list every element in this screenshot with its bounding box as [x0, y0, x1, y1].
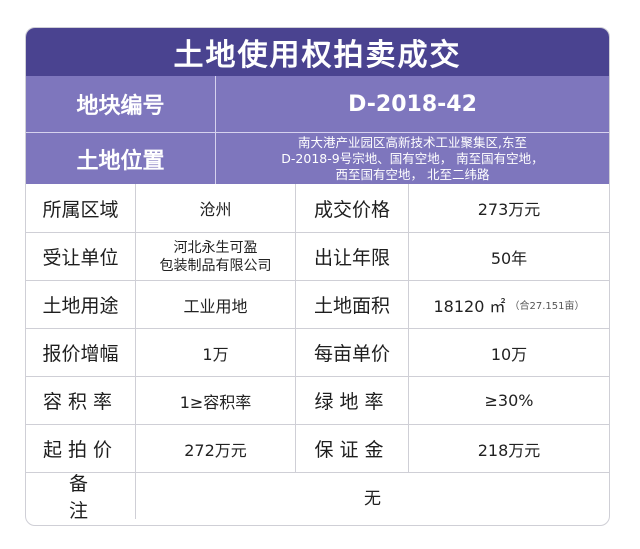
term-label: 出让年限 — [296, 233, 409, 280]
price-per-mu-label: 每亩单价 — [296, 329, 409, 376]
region-value: 沧州 — [136, 184, 296, 232]
table-row: 起拍价 272万元 保证金 218万元 — [26, 424, 609, 472]
plot-number-row: 地块编号 D-2018-42 — [26, 76, 609, 133]
price-per-mu-value: 10万 — [490, 344, 528, 364]
deal-price-label: 成交价格 — [296, 184, 409, 232]
location-line: D-2018-9号宗地、国有空地， 南至国有空地， — [281, 150, 544, 166]
table-row: 报价增幅 1万 每亩单价 10万 — [26, 328, 609, 376]
transferee-line: 包装制品有限公司 — [159, 257, 272, 274]
bid-increment-value: 1万 — [136, 329, 296, 376]
location-line: 西至国有空地， 北至二纬路 — [335, 166, 490, 182]
land-use-label: 土地用途 — [26, 281, 136, 328]
region-label: 所属区域 — [26, 184, 136, 232]
location-line: 南大港产业园区高新技术工业聚集区,东至 — [298, 134, 527, 150]
transferee-label: 受让单位 — [26, 233, 136, 280]
table-row: 受让单位 河北永生可盈 包装制品有限公司 出让年限 50年 — [26, 232, 609, 280]
land-location-value: 南大港产业园区高新技术工业聚集区,东至 D-2018-9号宗地、国有空地， 南至… — [216, 133, 609, 184]
plot-ratio-label: 容积率 — [26, 377, 136, 424]
remark-value: 无 — [364, 488, 381, 509]
table-row: 容积率 1≥容积率 绿地率 ≥30% — [26, 376, 609, 424]
starting-price-value: 272万元 — [136, 425, 296, 472]
plot-number-value: D-2018-42 — [216, 76, 609, 132]
bid-increment-label: 报价增幅 — [26, 329, 136, 376]
table-row: 所属区域 沧州 成交价格 273万元 — [26, 184, 609, 232]
transferee-line: 河北永生可盈 — [173, 239, 258, 256]
auction-result-card: 土地使用权拍卖成交 地块编号 D-2018-42 土地位置 南大港产业园区高新技… — [25, 27, 610, 526]
plot-ratio-value: 1≥容积率 — [136, 377, 296, 424]
land-area-value: 18120 ㎡ （合27.151亩） — [409, 281, 609, 328]
land-location-row: 土地位置 南大港产业园区高新技术工业聚集区,东至 D-2018-9号宗地、国有空… — [26, 133, 609, 184]
remark-label: 备注 — [26, 473, 136, 522]
table-row: 土地用途 工业用地 土地面积 18120 ㎡ （合27.151亩） — [26, 280, 609, 328]
transferee-value: 河北永生可盈 包装制品有限公司 — [136, 233, 296, 280]
starting-price-label: 起拍价 — [26, 425, 136, 472]
deal-price-value: 273万元 — [477, 200, 541, 219]
land-area-label: 土地面积 — [296, 281, 409, 328]
green-ratio-value: ≥30% — [484, 391, 534, 410]
term-value: 50年 — [490, 248, 528, 268]
land-area-note: （合27.151亩） — [509, 301, 585, 312]
details-table: 所属区域 沧州 成交价格 273万元 受让单位 河北永生可盈 包装制品有限公司 … — [26, 184, 609, 522]
deposit-value: 218万元 — [477, 440, 541, 460]
table-row: 备注 无 — [26, 472, 609, 522]
land-use-value: 工业用地 — [136, 281, 296, 328]
land-location-label: 土地位置 — [26, 133, 216, 184]
page-title: 土地使用权拍卖成交 — [26, 28, 609, 76]
land-area-number: 18120 ㎡ — [433, 296, 506, 316]
deposit-label: 保证金 — [296, 425, 409, 472]
green-ratio-label: 绿地率 — [296, 377, 409, 424]
plot-number-label: 地块编号 — [26, 76, 216, 132]
